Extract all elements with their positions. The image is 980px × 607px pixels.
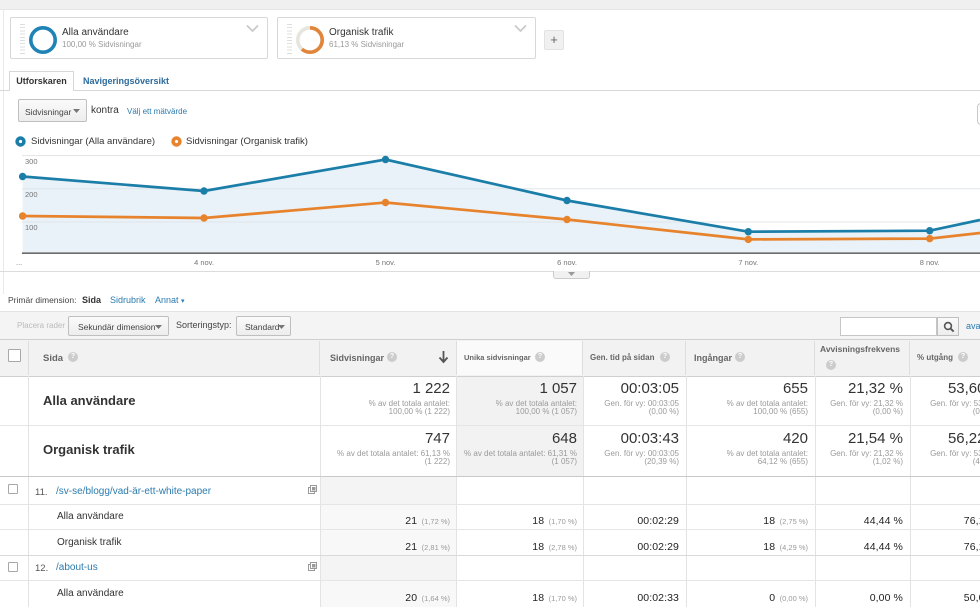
svg-text:5 nov.: 5 nov. <box>376 258 396 267</box>
svg-text:300: 300 <box>25 157 38 166</box>
svg-text:4 nov.: 4 nov. <box>194 258 214 267</box>
svg-text:200: 200 <box>25 190 38 199</box>
svg-text:7 nov.: 7 nov. <box>738 258 758 267</box>
svg-text:6 nov.: 6 nov. <box>557 258 577 267</box>
svg-text:100: 100 <box>25 223 38 232</box>
svg-text:...: ... <box>16 258 22 267</box>
svg-text:8 nov.: 8 nov. <box>920 258 940 267</box>
